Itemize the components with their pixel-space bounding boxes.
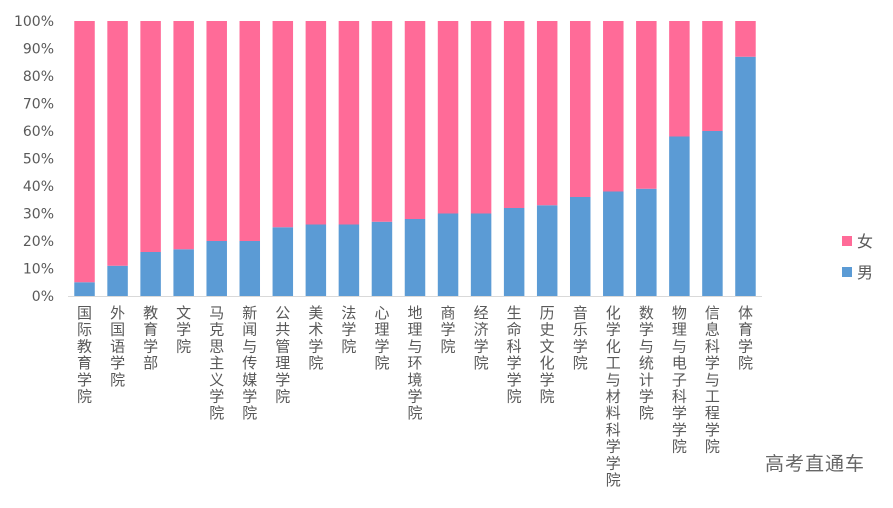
legend-label: 男 xyxy=(857,263,873,282)
bar-segment xyxy=(404,219,426,296)
y-tick-label: 20% xyxy=(23,234,54,250)
watermark: 高考直通车 xyxy=(764,453,865,475)
bar-segment xyxy=(636,188,657,296)
bar-segment xyxy=(173,249,194,296)
bar-segment xyxy=(437,213,459,296)
bar-segment xyxy=(206,241,227,296)
bar-segment xyxy=(74,21,95,283)
bar-segment xyxy=(569,21,591,197)
bar-segment xyxy=(669,136,690,296)
bar-segment xyxy=(404,21,426,219)
bar-segment xyxy=(603,21,624,192)
bar-segment xyxy=(74,282,95,296)
x-tick-label: 生命科学学院 xyxy=(507,304,522,406)
y-tick-label: 40% xyxy=(23,179,54,195)
bar-segment xyxy=(503,21,525,208)
bar-segment xyxy=(536,21,558,206)
bar-segment xyxy=(470,213,492,296)
x-tick-label: 商学院 xyxy=(441,304,456,355)
bar-segment xyxy=(305,224,327,296)
bar-segment xyxy=(272,227,294,296)
x-tick-label: 音乐学院 xyxy=(573,304,588,372)
x-tick-label: 国际教育学院 xyxy=(77,304,92,406)
y-tick-label: 60% xyxy=(23,124,54,140)
x-tick-label: 数学与统计学院 xyxy=(639,304,654,422)
legend-label: 女 xyxy=(857,232,873,251)
bar-segment xyxy=(107,21,128,266)
bar-segment xyxy=(603,191,624,296)
x-tick-label: 新闻与传媒学院 xyxy=(242,304,257,422)
x-tick-label: 经济学院 xyxy=(474,304,489,372)
y-tick-label: 90% xyxy=(23,42,54,58)
y-tick-label: 50% xyxy=(23,152,54,168)
bar-segment xyxy=(173,21,194,250)
x-tick-label: 体育学院 xyxy=(738,304,753,372)
y-tick-label: 0% xyxy=(32,289,54,305)
x-tick-label: 文学院 xyxy=(176,304,191,355)
x-tick-label: 外国语学院 xyxy=(110,304,125,389)
x-tick-label: 马克思主义学院 xyxy=(209,304,224,422)
y-tick-label: 80% xyxy=(23,69,54,85)
bar-segment xyxy=(140,21,161,252)
y-tick-label: 100% xyxy=(14,14,54,30)
bar-segment xyxy=(338,224,360,296)
x-tick-label: 教育学部 xyxy=(143,304,158,372)
bar-segment xyxy=(140,252,161,296)
bar-segment xyxy=(536,205,558,296)
x-tick-label: 物理与电子科学学院 xyxy=(672,304,687,456)
bar-segment xyxy=(702,131,723,296)
x-tick-label: 心理学院 xyxy=(374,304,389,372)
bar-segment xyxy=(470,21,492,214)
x-tick-label: 信息科学与工程学院 xyxy=(705,304,720,456)
bar-segment xyxy=(338,21,360,225)
bar-segment xyxy=(437,21,459,214)
x-tick-label: 化学化工与材料科学学院 xyxy=(606,304,621,489)
legend-swatch xyxy=(842,236,852,246)
bar-segment xyxy=(305,21,327,225)
x-tick-label: 美术学院 xyxy=(308,304,323,372)
x-tick-label: 历史文化学院 xyxy=(540,304,555,406)
y-tick-label: 10% xyxy=(23,262,54,278)
x-tick-label: 法学院 xyxy=(341,304,356,355)
legend-swatch xyxy=(842,267,852,277)
bar-segment xyxy=(735,21,756,57)
bar-segment xyxy=(569,197,591,296)
bar-segment xyxy=(669,21,690,137)
bar-segment xyxy=(735,56,756,296)
x-tick-label: 地理与环境学院 xyxy=(407,304,422,422)
bar-segment xyxy=(636,21,657,189)
y-tick-label: 30% xyxy=(23,207,54,223)
bar-segment xyxy=(371,21,393,222)
bar-segment xyxy=(272,21,294,228)
x-tick-label: 公共管理学院 xyxy=(275,304,290,406)
bar-segment xyxy=(503,208,525,296)
bar-segment xyxy=(239,241,261,296)
y-tick-label: 70% xyxy=(23,97,54,113)
bar-segment xyxy=(239,21,261,241)
bar-segment xyxy=(206,21,227,241)
bar-segment xyxy=(371,221,393,296)
bar-segment xyxy=(107,265,128,296)
bar-segment xyxy=(702,21,723,131)
